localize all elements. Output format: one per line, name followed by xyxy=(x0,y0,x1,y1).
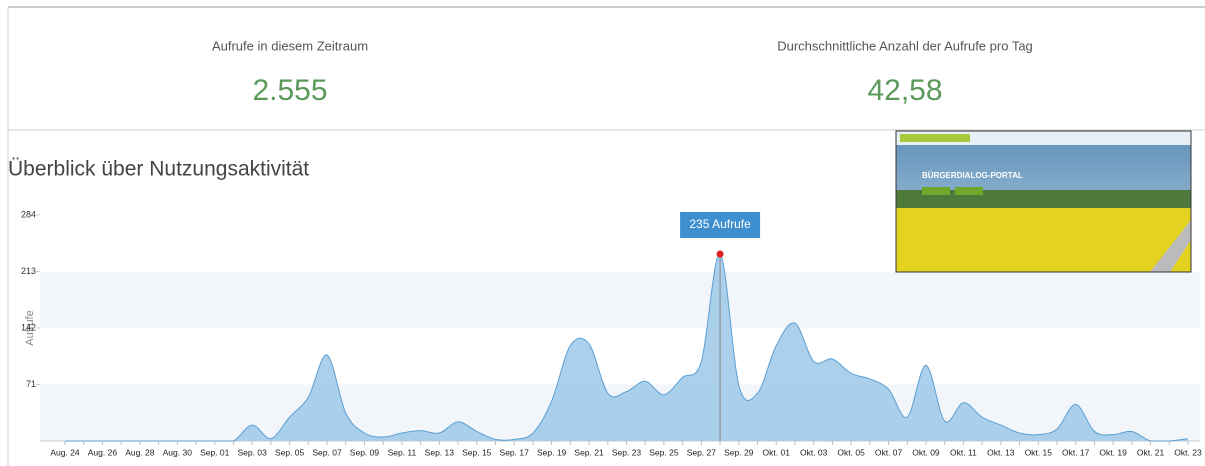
band xyxy=(40,271,1200,328)
thumb-button xyxy=(922,187,950,195)
x-tick-label: Sep. 21 xyxy=(574,447,604,457)
x-tick-label: Okt. 03 xyxy=(800,447,828,457)
x-tick-label: Sep. 27 xyxy=(687,447,717,457)
thumb-logo xyxy=(900,134,970,142)
x-tick-label: Sep. 19 xyxy=(537,447,567,457)
thumb-title: BÜRGERDIALOG-PORTAL xyxy=(922,171,1023,180)
x-tick-label: Aug. 24 xyxy=(50,447,80,457)
x-tick-label: Sep. 29 xyxy=(724,447,754,457)
x-tick-label: Sep. 05 xyxy=(275,447,305,457)
x-tick-label: Okt. 21 xyxy=(1137,447,1165,457)
thumbnail: BÜRGERDIALOG-PORTAL xyxy=(895,130,1192,273)
y-tick-label: 213 xyxy=(21,266,36,276)
x-tick-label: Sep. 07 xyxy=(312,447,342,457)
thumb-field xyxy=(896,208,1191,272)
x-tick-label: Okt. 13 xyxy=(987,447,1015,457)
x-tick-label: Sep. 15 xyxy=(462,447,492,457)
chart-title: Überblick über Nutzungsaktivität xyxy=(8,158,309,181)
y-tick-label: 71 xyxy=(26,379,36,389)
x-tick-label: Aug. 30 xyxy=(163,447,193,457)
x-tick-label: Okt. 15 xyxy=(1025,447,1053,457)
line xyxy=(65,253,1189,442)
tooltip-text: 235 Aufrufe xyxy=(689,217,751,231)
y-tick-label: 142 xyxy=(21,322,36,332)
thumb-frame xyxy=(895,130,1192,273)
stat-label: Durchschnittliche Anzahl der Aufrufe pro… xyxy=(777,38,1033,53)
x-tick-label: Okt. 11 xyxy=(950,447,977,457)
thumb-button xyxy=(955,187,983,195)
x-tick-label: Sep. 11 xyxy=(388,447,417,457)
plot: 71 142 213 284 Aug. 24 Aug. 26 Aug. 28 Aug. 30 S… xyxy=(21,209,1202,457)
x-tick-label: Sep. 03 xyxy=(238,447,268,457)
y-tick-label: 284 xyxy=(21,209,36,219)
tooltip xyxy=(680,211,761,238)
x-tick-label: Okt. 17 xyxy=(1062,447,1090,457)
stat-label: Aufrufe in diesem Zeitraum xyxy=(212,38,368,53)
thumb-path xyxy=(1150,220,1191,272)
x-tick-label: Sep. 17 xyxy=(500,447,530,457)
x-tick-label: Okt. 23 xyxy=(1174,447,1202,457)
area xyxy=(65,253,1188,441)
x-tick-label: Okt. 05 xyxy=(837,447,865,457)
x-tick-label: Okt. 07 xyxy=(875,447,903,457)
x-tick-label: Okt. 09 xyxy=(912,447,940,457)
x-tick-label: Aug. 26 xyxy=(88,447,118,457)
stat-value: 42,58 xyxy=(867,74,942,107)
x-tick-label: Sep. 01 xyxy=(200,447,230,457)
marker xyxy=(716,250,724,258)
stat-value: 2.555 xyxy=(252,74,327,107)
x-tick-label: Sep. 09 xyxy=(350,447,380,457)
x-tick-label: Sep. 25 xyxy=(649,447,679,457)
x-tick-label: Okt. 19 xyxy=(1099,447,1127,457)
y-axis-label: Aufrufe xyxy=(24,310,36,345)
x-tick-label: Okt. 01 xyxy=(763,447,791,457)
x-tick-label: Sep. 23 xyxy=(612,447,642,457)
x-tick-label: Aug. 28 xyxy=(125,447,155,457)
x-tick-label: Sep. 13 xyxy=(425,447,455,457)
